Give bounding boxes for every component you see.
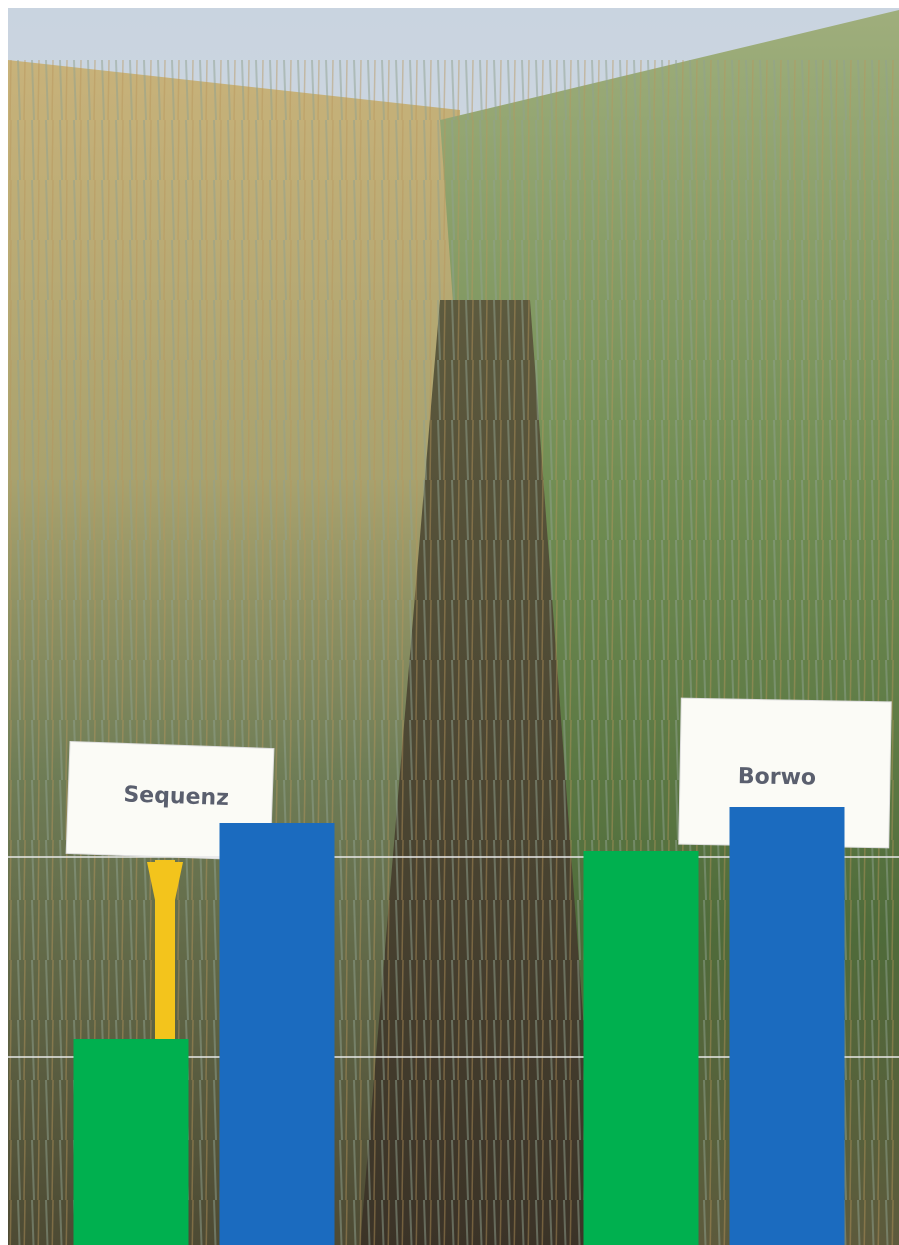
sign-label: Sequenz	[123, 782, 229, 811]
sign-label: Borwo	[738, 764, 817, 790]
bar	[729, 807, 845, 1245]
bars	[73, 807, 845, 1245]
bar	[73, 1039, 189, 1245]
bar	[583, 851, 699, 1245]
bar	[219, 823, 335, 1245]
